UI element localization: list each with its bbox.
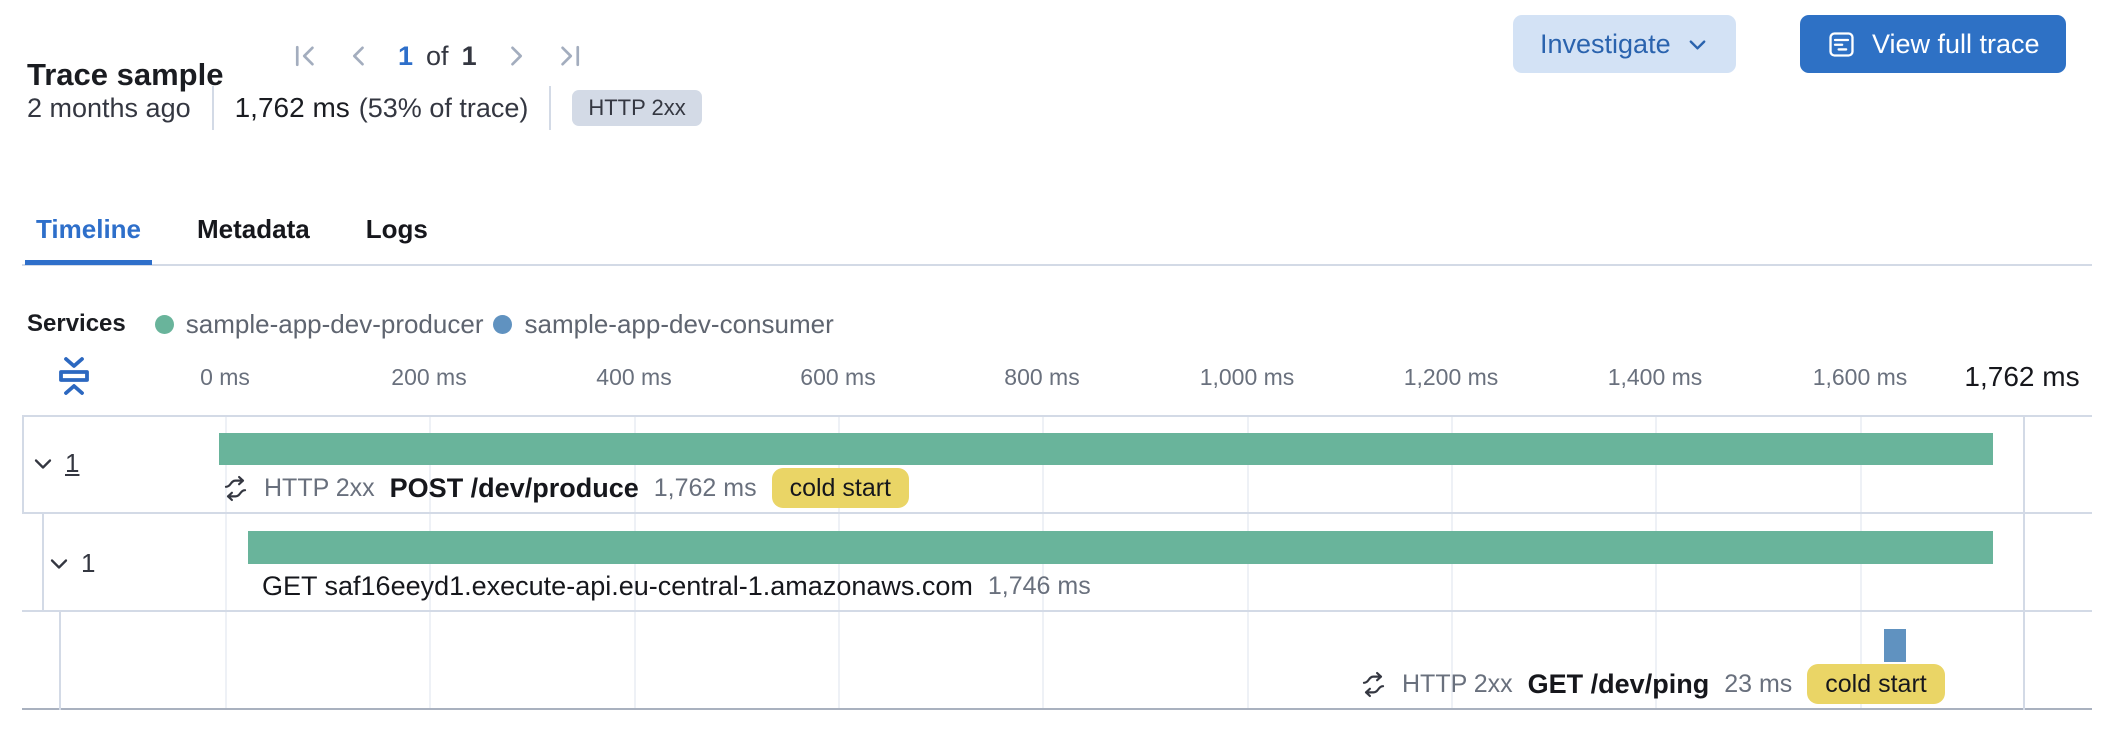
span-duration: 1,762 ms [653,473,757,502]
waterfall-item-get-execute-api[interactable]: GET saf16eeyd1.execute-api.eu-central-1.… [262,566,1091,606]
row-1-collapse-toggle[interactable]: 1 [31,448,79,479]
cold-start-badge: cold start [771,467,910,509]
services-label: Services [27,310,126,337]
waterfall-item-post-dev-produce[interactable]: HTTP 2xx POST /dev/produce 1,762 ms cold… [222,467,910,509]
plot-right-boundary [2023,415,2025,710]
child-count: 1 [65,448,80,478]
service-color-dot [154,314,174,334]
view-full-trace-button[interactable]: View full trace [1800,15,2066,73]
row-indent-guide [42,512,44,612]
trace-age: 2 months ago [27,92,191,123]
child-count: 1 [81,548,96,578]
trace-pagination: 1 of 1 [292,34,583,78]
row-2-collapse-toggle[interactable]: 1 [47,548,95,579]
transaction-icon [1360,671,1387,698]
span-duration: 23 ms [1724,669,1793,698]
tabs-bottom-border [22,264,2092,266]
axis-tick: 1,600 ms [1812,364,1908,390]
axis-tick: 200 ms [391,364,467,390]
total-pages-number: 1 [461,40,477,71]
axis-tick: 0 ms [200,364,250,390]
span-bar-get-execute-api[interactable] [248,531,1993,564]
chevron-left-icon [345,42,373,70]
chevron-down-icon [1686,33,1709,56]
waterfall-bottom-border [22,708,2092,710]
span-name: POST /dev/produce [389,472,639,503]
page-title: Trace sample [27,56,224,92]
span-duration: 1,746 ms [987,571,1091,600]
axis-tick: 800 ms [1004,364,1080,390]
divider [211,86,214,130]
transaction-icon [222,475,249,502]
next-page-button[interactable] [502,42,530,70]
fold-icon [50,352,98,400]
waterfall-top-border [22,415,2092,417]
chevron-down-icon [31,452,55,476]
row-indent-guide [59,610,61,710]
chevron-right-icon [502,42,530,70]
waterfall-item-get-dev-ping[interactable]: HTTP 2xx GET /dev/ping 23 ms cold start [1360,663,1945,705]
trace-summary: 2 months ago 1,762 ms (53% of trace) HTT… [27,84,702,132]
first-page-icon [292,42,320,70]
service-name: sample-app-dev-producer [185,308,484,339]
legend-item-consumer: sample-app-dev-consumer [493,308,834,340]
last-page-icon [555,42,583,70]
tab-logs[interactable]: Logs [365,214,428,244]
legend-item-producer: sample-app-dev-producer [154,308,484,340]
current-page-number: 1 [398,40,414,71]
divider [549,86,552,130]
trace-duration-percent: (53% of trace) [358,93,529,123]
axis-tick: 1,400 ms [1607,364,1703,390]
span-bar-post-dev-produce[interactable] [219,433,1993,465]
collapse-all-button[interactable] [50,352,98,400]
chevron-down-icon [47,552,71,576]
trace-duration: 1,762 ms [234,92,350,123]
service-name: sample-app-dev-consumer [524,308,834,339]
previous-page-button[interactable] [345,42,373,70]
tab-metadata[interactable]: Metadata [197,214,310,244]
span-name: GET saf16eeyd1.execute-api.eu-central-1.… [262,570,973,601]
axis-tick: 400 ms [596,364,672,390]
service-color-dot [493,314,513,334]
cold-start-badge: cold start [1807,663,1945,705]
services-legend: Services sample-app-dev-producer sample-… [27,304,844,344]
status-badge: HTTP 2xx [572,90,702,126]
span-bar-get-dev-ping[interactable] [1884,629,1906,662]
tab-bar: Timeline Metadata Logs [25,214,439,265]
span-name: GET /dev/ping [1527,668,1710,699]
trace-document-icon [1826,29,1857,60]
trace-duration-group: 1,762 ms (53% of trace) [235,92,529,124]
tab-timeline[interactable]: Timeline [25,214,153,265]
axis-total-duration: 1,762 ms [1964,361,2080,392]
last-page-button[interactable] [555,42,583,70]
axis-tick: 600 ms [800,364,876,390]
gridline [225,415,227,710]
page-of-label: of [426,40,449,71]
span-status: HTTP 2xx [1402,669,1513,698]
first-page-button[interactable] [292,42,320,70]
span-status: HTTP 2xx [264,473,375,502]
page-indicator: 1 of 1 [398,41,477,72]
investigate-button-label: Investigate [1540,28,1671,59]
axis-tick: 1,200 ms [1403,364,1499,390]
row-indent-guide [22,415,24,514]
row-separator [22,610,2092,612]
row-separator [22,512,2092,514]
axis-tick: 1,000 ms [1199,364,1295,390]
view-full-trace-label: View full trace [1872,28,2040,59]
investigate-button[interactable]: Investigate [1513,15,1736,73]
